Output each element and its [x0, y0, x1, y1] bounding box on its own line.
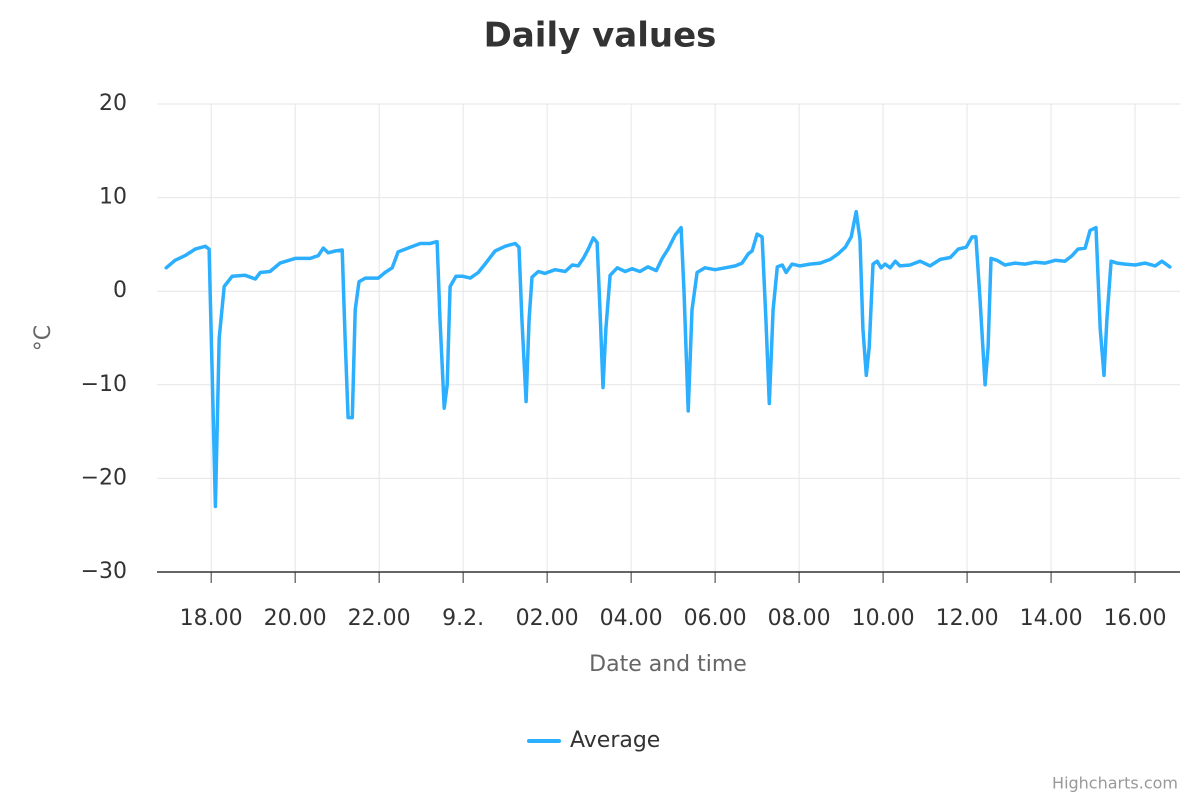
y-tick-label: 10	[99, 185, 127, 210]
x-tick-label: 9.2.	[442, 606, 484, 631]
y-tick-label: −10	[81, 372, 127, 397]
y-tick-label: 0	[113, 278, 127, 303]
x-tick-label: 06.00	[684, 606, 747, 631]
y-tick-label: −30	[81, 559, 127, 584]
x-tick-label: 12.00	[936, 606, 999, 631]
x-tick-label: 10.00	[852, 606, 915, 631]
chart-title: Daily values	[484, 16, 717, 56]
y-axis-title: °C	[31, 325, 56, 351]
x-tick-label: 18.00	[180, 606, 243, 631]
x-tick-label: 14.00	[1020, 606, 1083, 631]
x-tick-label: 04.00	[600, 606, 663, 631]
line-series	[164, 209, 1172, 509]
y-tick-label: 20	[99, 91, 127, 116]
x-tick-label: 22.00	[348, 606, 411, 631]
x-tick-label: 02.00	[516, 606, 579, 631]
x-tick-label: 08.00	[768, 606, 831, 631]
x-tick-label: 16.00	[1104, 606, 1167, 631]
x-tick-label: 20.00	[264, 606, 327, 631]
y-tick-label: −20	[81, 465, 127, 490]
credits[interactable]: Highcharts.com	[1052, 774, 1178, 793]
x-axis-title: Date and time	[589, 652, 747, 677]
legend-label: Average	[570, 728, 660, 753]
